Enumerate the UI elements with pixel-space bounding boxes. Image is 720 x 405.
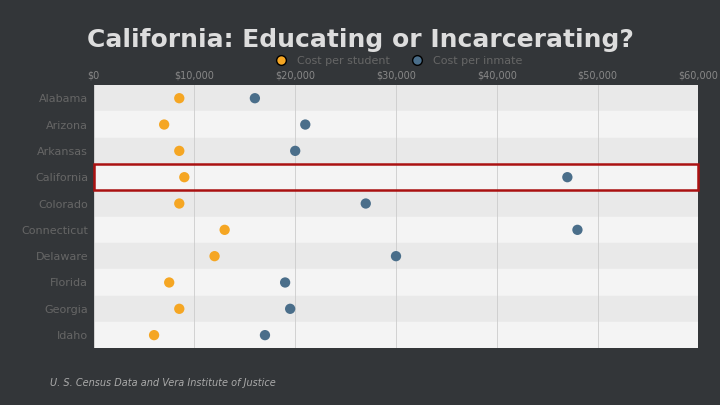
Point	[179, 174, 190, 180]
Point	[209, 253, 220, 259]
Legend: Cost per student, Cost per inmate: Cost per student, Cost per inmate	[270, 56, 522, 66]
Point	[360, 200, 372, 207]
Text: California: Educating or Incarcerating?: California: Educating or Incarcerating?	[86, 28, 634, 52]
Point	[390, 253, 402, 259]
Point	[249, 95, 261, 101]
Bar	[94, 111, 698, 138]
Point	[174, 200, 185, 207]
Bar	[94, 296, 698, 322]
Bar	[94, 243, 698, 269]
Bar	[94, 269, 698, 296]
Point	[300, 121, 311, 128]
Point	[572, 226, 583, 233]
Point	[219, 226, 230, 233]
Bar	[94, 190, 698, 217]
Point	[148, 332, 160, 339]
Bar	[94, 164, 698, 190]
Bar	[94, 85, 698, 111]
Point	[174, 305, 185, 312]
Point	[259, 332, 271, 339]
Point	[158, 121, 170, 128]
Point	[163, 279, 175, 286]
Point	[284, 305, 296, 312]
Point	[562, 174, 573, 180]
Bar	[94, 164, 698, 190]
Point	[174, 95, 185, 101]
Point	[289, 147, 301, 154]
Point	[174, 147, 185, 154]
Bar	[94, 138, 698, 164]
Point	[279, 279, 291, 286]
Text: U. S. Census Data and Vera Institute of Justice: U. S. Census Data and Vera Institute of …	[50, 378, 276, 388]
Bar	[94, 322, 698, 348]
Bar	[94, 217, 698, 243]
